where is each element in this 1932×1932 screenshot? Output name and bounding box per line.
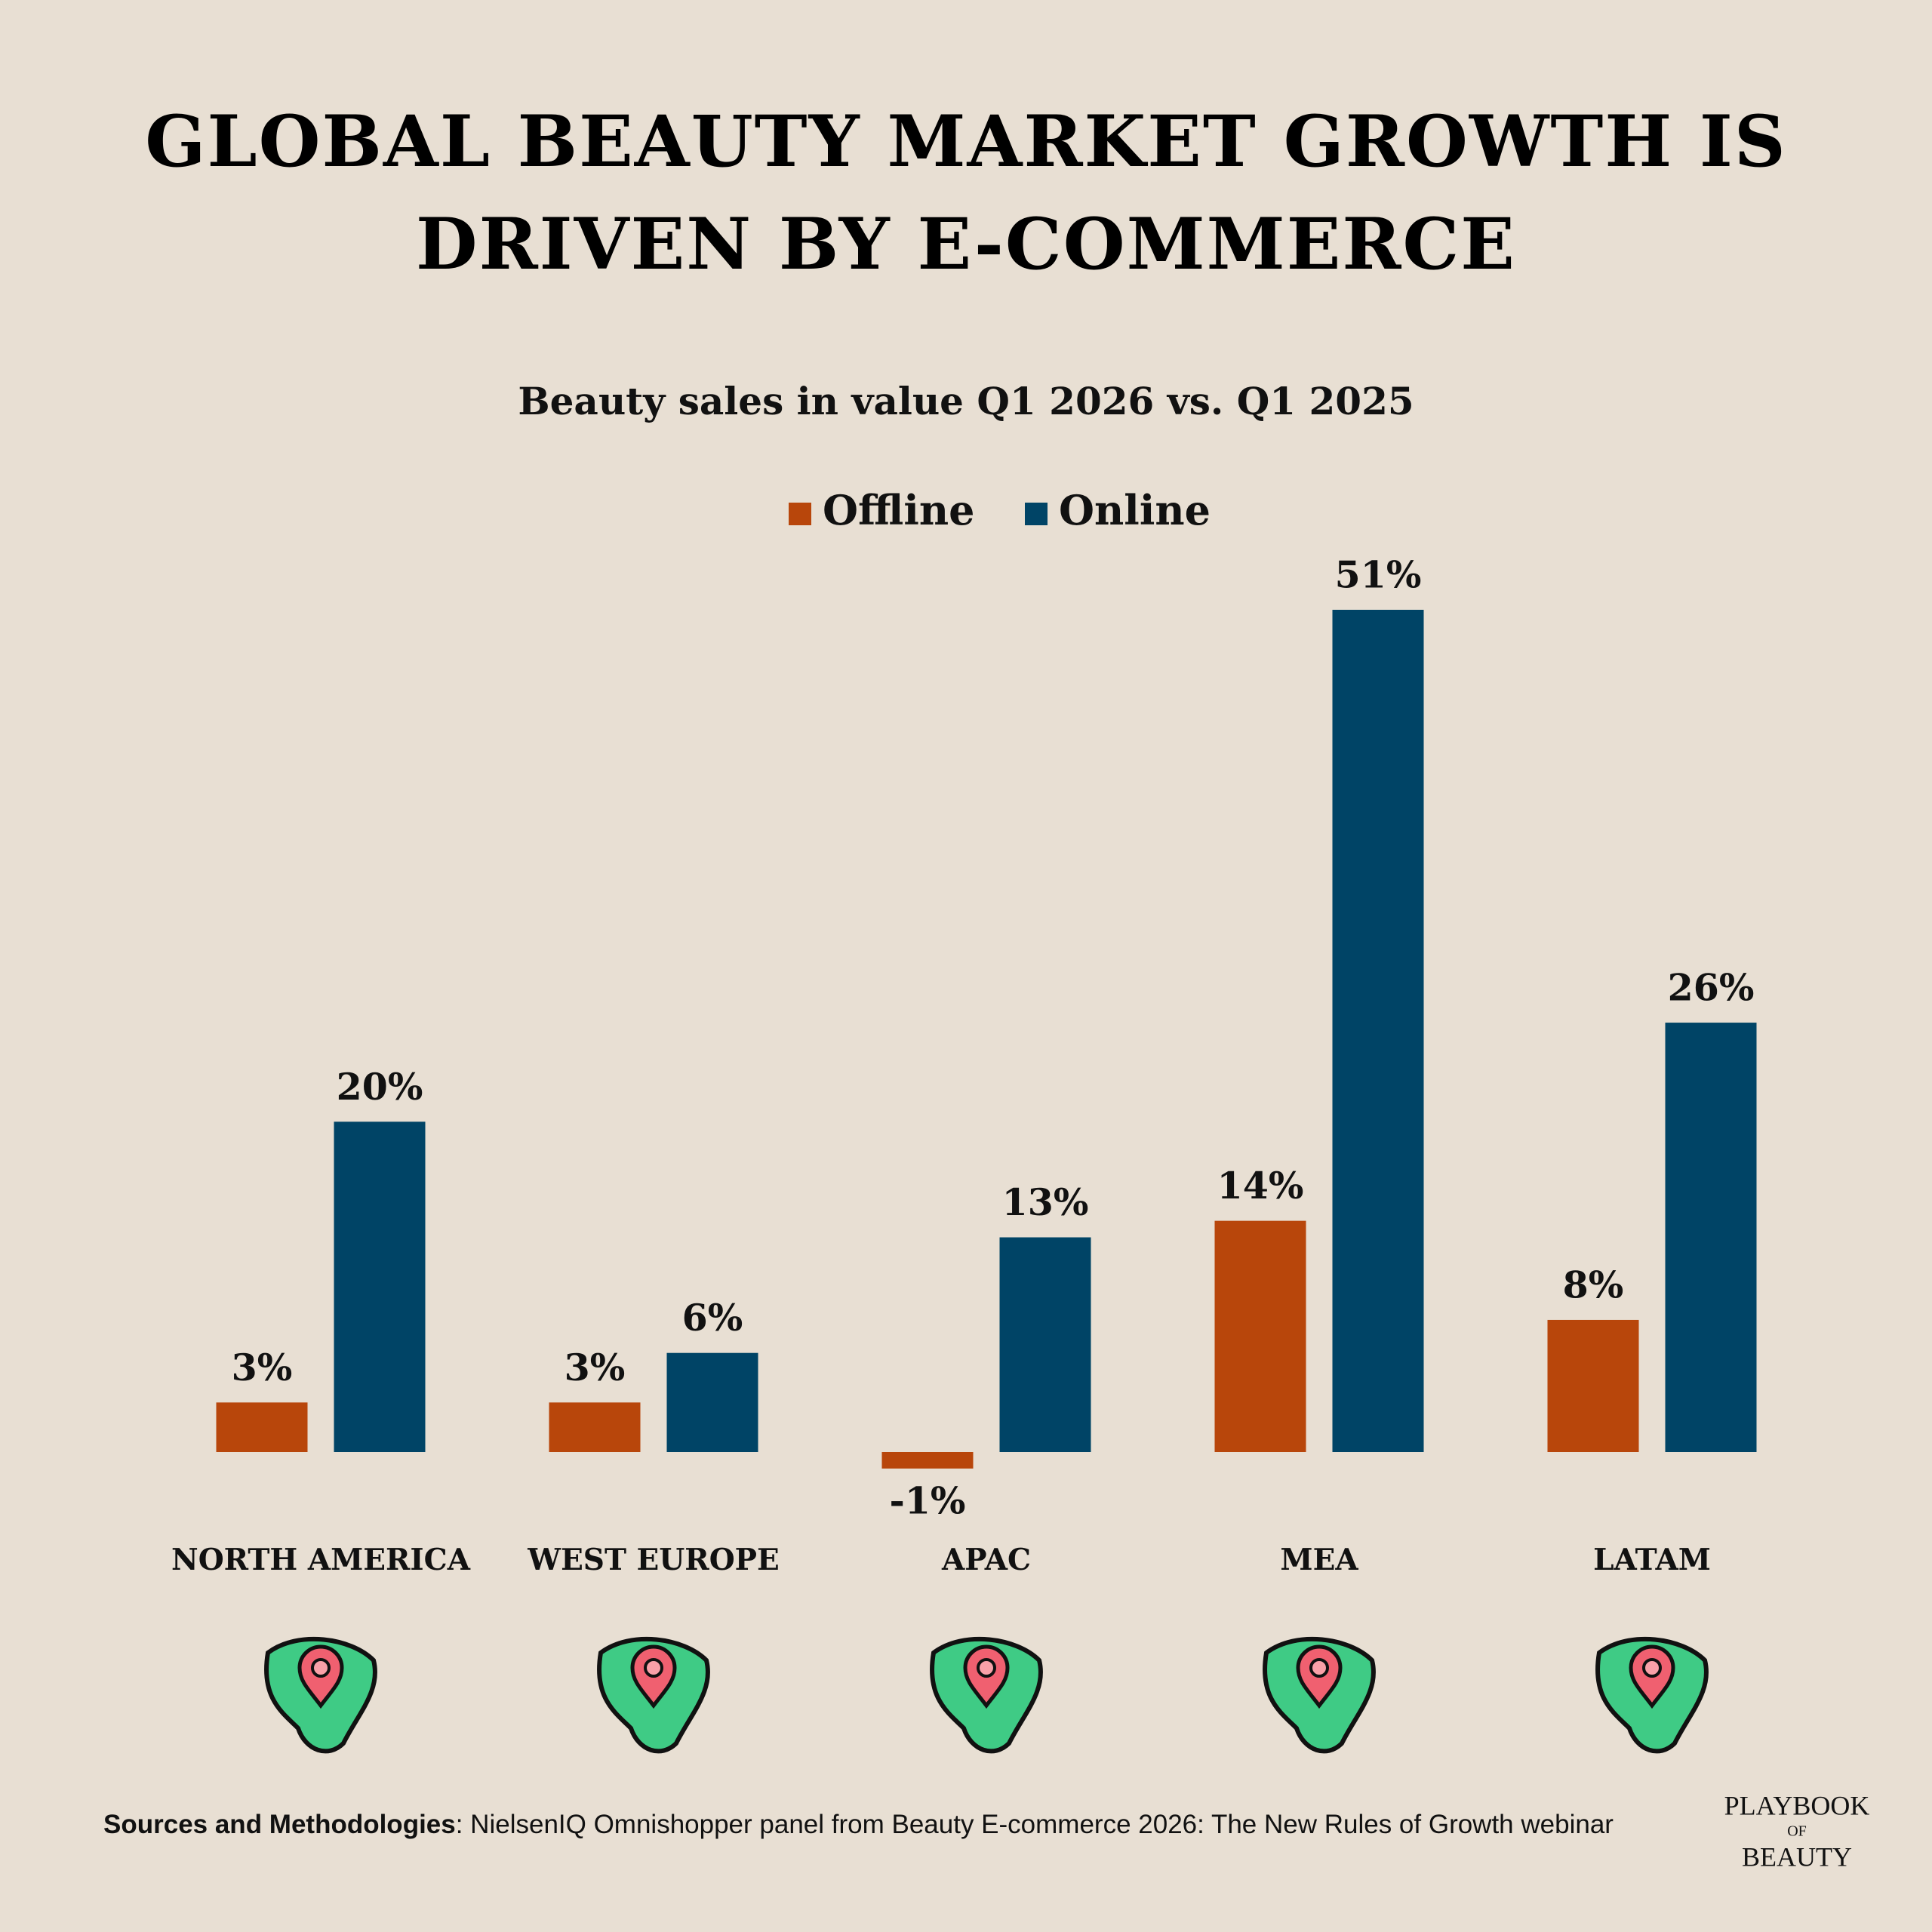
source-text: : NielsenIQ Omnishopper panel from Beaut…: [455, 1810, 1614, 1839]
bar: [1547, 1319, 1639, 1452]
region-icon: [597, 1636, 710, 1754]
bar: [1332, 610, 1424, 1452]
value-label: 3%: [232, 1346, 293, 1389]
x-tick-label: APAC: [941, 1543, 1031, 1577]
icon-pin-dot: [977, 1658, 996, 1678]
bar: [334, 1121, 426, 1452]
icon-pin-dot: [311, 1658, 331, 1678]
legend-label: Online: [1059, 486, 1211, 534]
value-label: 3%: [565, 1346, 626, 1389]
bar: [666, 1352, 758, 1452]
x-tick-label: LATAM: [1593, 1543, 1711, 1577]
value-label: 14%: [1217, 1164, 1304, 1208]
value-label: 13%: [1002, 1180, 1089, 1224]
x-tick-label: NORTH AMERICA: [171, 1543, 471, 1577]
chart-subtitle: Beauty sales in value Q1 2026 vs. Q1 202…: [518, 379, 1414, 423]
bar: [881, 1452, 974, 1469]
region-icon: [930, 1636, 1043, 1754]
value-label: 51%: [1335, 553, 1422, 597]
value-label: 20%: [337, 1065, 423, 1109]
value-label: 26%: [1668, 966, 1755, 1010]
value-label: 8%: [1563, 1263, 1624, 1306]
region-icon: [1595, 1636, 1709, 1754]
bar: [549, 1402, 641, 1452]
value-label: -1%: [890, 1478, 966, 1522]
source-label: Sources and Methodologies: [103, 1810, 456, 1839]
legend-label: Offline: [823, 486, 974, 534]
icon-pin-dot: [644, 1658, 663, 1678]
legend-swatch: [1025, 503, 1048, 525]
value-label: 6%: [682, 1296, 743, 1340]
x-tick-label: WEST EUROPE: [527, 1543, 779, 1577]
chart-title: GLOBAL BEAUTY MARKET GROWTH IS DRIVEN BY…: [145, 100, 1787, 286]
source-note: Sources and Methodologies: NielsenIQ Omn…: [103, 1807, 1688, 1842]
region-icon: [264, 1636, 377, 1754]
bar: [999, 1237, 1091, 1452]
logo-line: BEAUTY: [1742, 1841, 1852, 1872]
bar: [216, 1402, 308, 1452]
legend-swatch: [789, 503, 811, 525]
icon-pin-dot: [1642, 1658, 1662, 1678]
region-icon: [1263, 1636, 1376, 1754]
logo-line: PLAYBOOK: [1724, 1790, 1870, 1820]
logo-line: OF: [1787, 1823, 1807, 1840]
x-tick-label: MEA: [1280, 1543, 1358, 1577]
bar: [1665, 1023, 1757, 1452]
bar: [1214, 1220, 1306, 1452]
icon-pin-dot: [1309, 1658, 1329, 1678]
